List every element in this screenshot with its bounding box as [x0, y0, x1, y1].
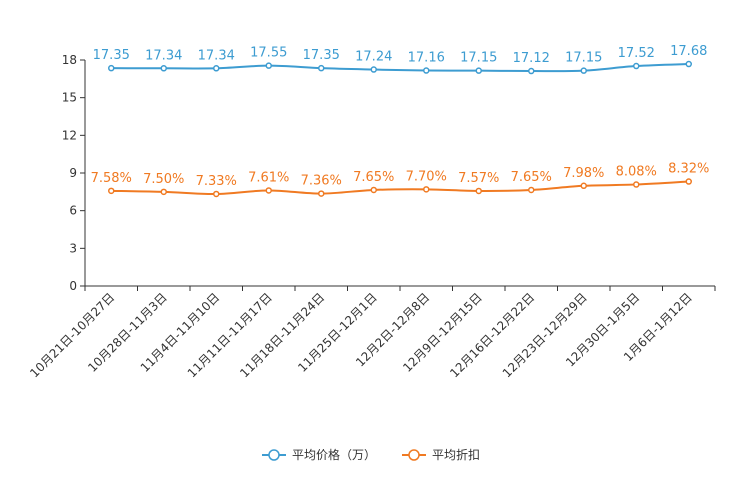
data-label: 7.36%: [301, 174, 342, 189]
data-point[interactable]: [633, 181, 640, 188]
data-label: 17.16: [408, 51, 445, 66]
x-axis-ticks: 10月21日-10月27日10月28日-11月3日11月4日-11月10日11月…: [27, 286, 716, 380]
y-tick-label: 12: [62, 128, 77, 142]
data-point[interactable]: [685, 60, 692, 68]
data-label: 7.70%: [406, 169, 447, 184]
data-point[interactable]: [580, 182, 587, 190]
data-point[interactable]: [475, 67, 482, 74]
y-tick-label: 9: [69, 166, 77, 180]
data-point[interactable]: [370, 186, 377, 194]
series-line: [111, 180, 689, 195]
legend[interactable]: 平均价格（万） 平均折扣: [262, 447, 480, 462]
data-label: 17.35: [303, 48, 340, 63]
data-point[interactable]: [265, 187, 272, 194]
series-avg-price: 17.35 17.34 17.34 17.55 17.35 17.24 17.16 17.15…: [93, 44, 707, 75]
series-line: [111, 63, 689, 73]
data-point[interactable]: [633, 62, 640, 70]
series-avg-discount: 7.58% 7.50% 7.33% 7.61% 7.36% 7.65% 7.70% 7.57%…: [91, 162, 709, 198]
data-point[interactable]: [318, 190, 325, 197]
data-point[interactable]: [370, 66, 377, 73]
data-label: 8.08%: [616, 165, 657, 180]
data-label: 17.55: [250, 46, 287, 61]
data-point[interactable]: [528, 67, 535, 75]
data-label: 17.12: [513, 51, 550, 66]
data-label: 7.33%: [196, 174, 237, 189]
data-point[interactable]: [580, 67, 587, 74]
data-label: 7.57%: [458, 171, 499, 186]
y-tick-label: 3: [69, 241, 77, 255]
y-tick-label: 15: [62, 91, 77, 105]
data-point[interactable]: [160, 188, 167, 196]
legend-swatch-marker: [268, 449, 280, 461]
data-point[interactable]: [423, 186, 430, 193]
legend-item-avg-price[interactable]: 平均价格（万）: [262, 447, 376, 462]
y-tick-label: 0: [69, 279, 77, 293]
data-label: 17.34: [145, 48, 182, 63]
y-tick-label: 18: [62, 53, 77, 67]
data-label: 7.50%: [143, 172, 184, 187]
legend-item-avg-discount[interactable]: 平均折扣: [402, 447, 480, 462]
data-label: 17.15: [565, 51, 602, 66]
data-label: 17.68: [670, 44, 707, 59]
data-label: 17.24: [355, 50, 392, 65]
series-layer: 17.35 17.34 17.34 17.55 17.35 17.24 17.16 17.15…: [91, 44, 709, 198]
data-point[interactable]: [265, 62, 272, 69]
data-label: 7.98%: [563, 166, 604, 181]
x-tick-label: 10月21日-10月27日: [27, 290, 117, 380]
data-point[interactable]: [160, 65, 167, 72]
data-point[interactable]: [685, 178, 692, 185]
data-label: 8.32%: [668, 162, 709, 177]
legend-label: 平均价格（万）: [292, 447, 376, 462]
y-tick-label: 6: [69, 204, 77, 218]
data-label: 7.65%: [511, 170, 552, 185]
data-point[interactable]: [108, 187, 115, 195]
data-label: 17.15: [460, 51, 497, 66]
data-point[interactable]: [213, 65, 220, 72]
data-label: 7.58%: [91, 171, 132, 186]
data-point[interactable]: [528, 186, 535, 194]
data-label: 17.52: [618, 46, 655, 61]
data-label: 7.61%: [248, 170, 289, 185]
data-point[interactable]: [318, 64, 325, 72]
data-label: 17.35: [93, 48, 130, 63]
data-point[interactable]: [423, 67, 430, 74]
legend-label: 平均折扣: [432, 447, 480, 462]
data-point[interactable]: [213, 190, 220, 198]
y-axis-ticks: 0 3 6 9 12 15 18: [62, 53, 85, 293]
data-point[interactable]: [108, 64, 115, 72]
data-label: 7.65%: [353, 170, 394, 185]
data-point[interactable]: [475, 187, 482, 195]
data-label: 17.34: [198, 48, 235, 63]
legend-swatch-marker: [408, 449, 420, 461]
